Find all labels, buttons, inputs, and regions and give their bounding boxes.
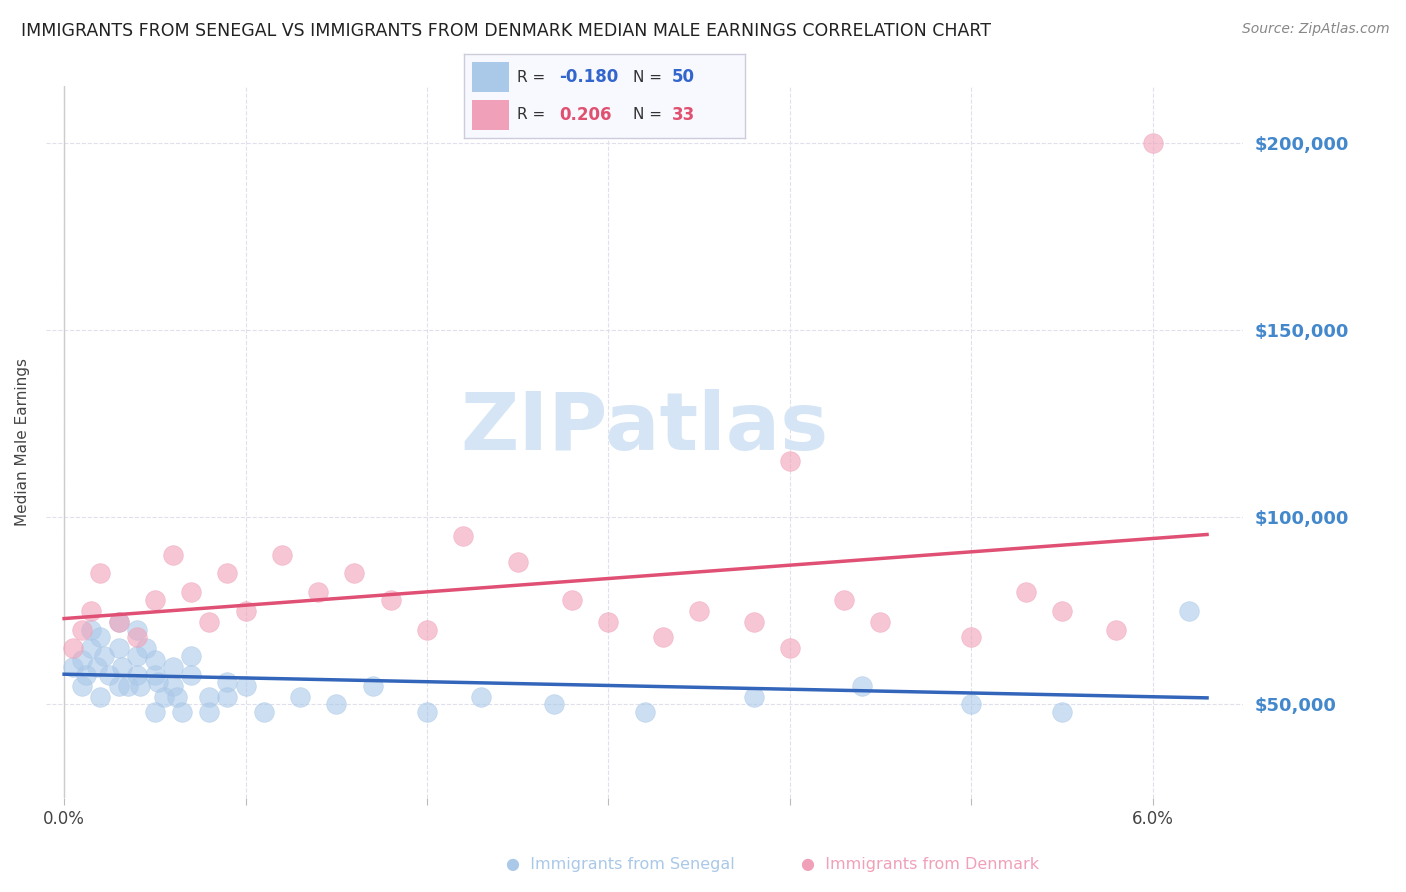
Point	[960, 698, 983, 712]
Point	[506, 555, 529, 569]
Point	[470, 690, 492, 704]
Point	[688, 604, 710, 618]
Point	[253, 705, 276, 719]
Point	[1050, 604, 1073, 618]
Text: 0.206: 0.206	[560, 105, 612, 123]
Point	[832, 592, 855, 607]
Point	[217, 566, 239, 581]
Point	[162, 679, 184, 693]
Point	[543, 698, 565, 712]
Point	[75, 667, 97, 681]
Point	[180, 667, 202, 681]
Point	[416, 705, 439, 719]
Point	[125, 648, 148, 663]
Point	[125, 667, 148, 681]
Point	[380, 592, 402, 607]
Point	[129, 679, 152, 693]
Text: IMMIGRANTS FROM SENEGAL VS IMMIGRANTS FROM DENMARK MEDIAN MALE EARNINGS CORRELAT: IMMIGRANTS FROM SENEGAL VS IMMIGRANTS FR…	[21, 22, 991, 40]
Point	[598, 615, 620, 629]
Point	[651, 630, 673, 644]
Point	[80, 604, 103, 618]
Point	[162, 660, 184, 674]
Point	[288, 690, 311, 704]
Point	[416, 623, 439, 637]
Point	[117, 679, 139, 693]
Point	[107, 615, 129, 629]
Bar	[472, 62, 509, 92]
Point	[198, 690, 221, 704]
Point	[125, 623, 148, 637]
Point	[166, 690, 188, 704]
Text: N =: N =	[633, 70, 666, 85]
Point	[235, 604, 257, 618]
Point	[93, 648, 115, 663]
Point	[1142, 136, 1164, 150]
Point	[143, 592, 166, 607]
Point	[1178, 604, 1201, 618]
Point	[98, 667, 121, 681]
Point	[851, 679, 873, 693]
Point	[742, 690, 765, 704]
Point	[198, 615, 221, 629]
Point	[89, 630, 111, 644]
Point	[180, 648, 202, 663]
Point	[72, 623, 94, 637]
Point	[343, 566, 366, 581]
Point	[869, 615, 891, 629]
Y-axis label: Median Male Earnings: Median Male Earnings	[15, 359, 30, 526]
Point	[270, 548, 292, 562]
Bar	[472, 100, 509, 130]
Text: R =: R =	[517, 70, 551, 85]
Text: Source: ZipAtlas.com: Source: ZipAtlas.com	[1241, 22, 1389, 37]
Text: -0.180: -0.180	[560, 69, 619, 87]
Text: 50: 50	[672, 69, 695, 87]
Point	[143, 652, 166, 666]
Text: ●  Immigrants from Senegal: ● Immigrants from Senegal	[506, 857, 735, 872]
Point	[162, 548, 184, 562]
Point	[72, 679, 94, 693]
Point	[135, 641, 157, 656]
Point	[235, 679, 257, 693]
Point	[72, 652, 94, 666]
Point	[80, 641, 103, 656]
Point	[180, 585, 202, 599]
Point	[198, 705, 221, 719]
Point	[561, 592, 583, 607]
Text: R =: R =	[517, 107, 551, 122]
Point	[742, 615, 765, 629]
Point	[634, 705, 657, 719]
Point	[107, 615, 129, 629]
Point	[153, 690, 176, 704]
Point	[779, 641, 801, 656]
Point	[89, 566, 111, 581]
Point	[143, 667, 166, 681]
Point	[62, 641, 84, 656]
Point	[451, 529, 474, 543]
Point	[217, 675, 239, 690]
Text: ZIPatlas: ZIPatlas	[461, 389, 828, 467]
Point	[143, 705, 166, 719]
Text: 33: 33	[672, 105, 696, 123]
Point	[217, 690, 239, 704]
Point	[325, 698, 347, 712]
Point	[107, 679, 129, 693]
Point	[307, 585, 329, 599]
Point	[1014, 585, 1036, 599]
Point	[111, 660, 134, 674]
Point	[89, 690, 111, 704]
Point	[107, 641, 129, 656]
Point	[361, 679, 384, 693]
Point	[960, 630, 983, 644]
Point	[80, 623, 103, 637]
Point	[86, 660, 108, 674]
Text: ●  Immigrants from Denmark: ● Immigrants from Denmark	[801, 857, 1039, 872]
Point	[1050, 705, 1073, 719]
Point	[62, 660, 84, 674]
Point	[170, 705, 193, 719]
Point	[125, 630, 148, 644]
Text: N =: N =	[633, 107, 666, 122]
Point	[1105, 623, 1128, 637]
Point	[779, 454, 801, 468]
Point	[148, 675, 170, 690]
